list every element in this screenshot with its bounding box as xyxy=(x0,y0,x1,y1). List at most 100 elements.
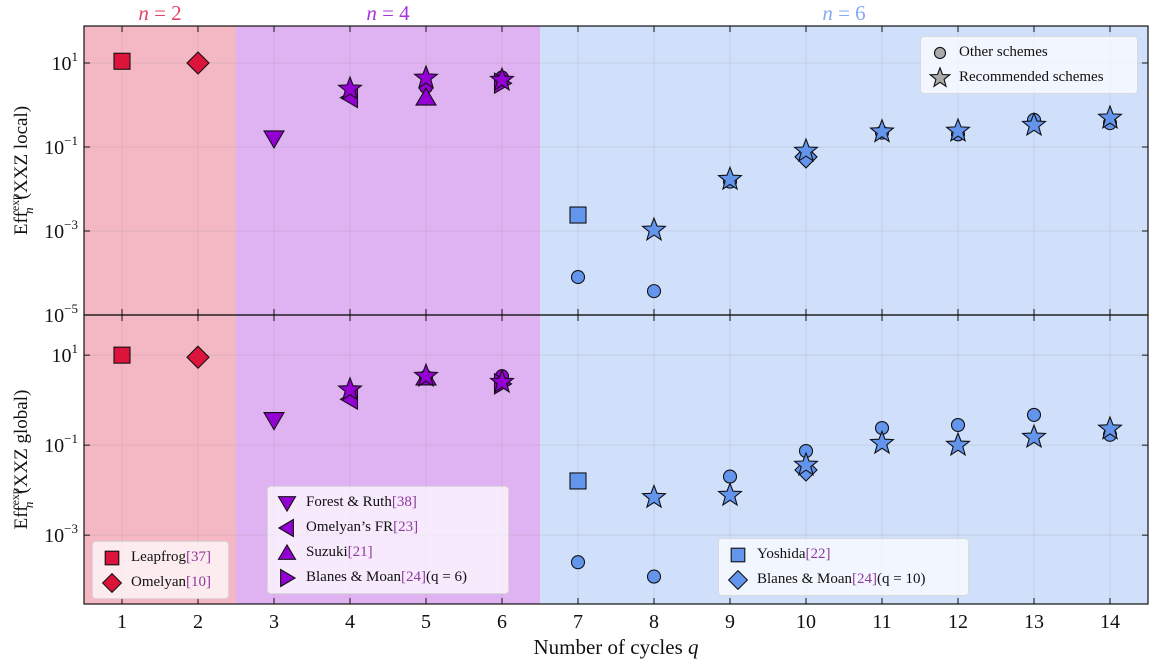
y-label-arg: (XXZ global) xyxy=(11,390,32,494)
legend-citation: [10] xyxy=(185,574,211,590)
legend-n4: Forest & Ruth [38] Omelyan’s FR [23] Suzuk… xyxy=(267,486,509,594)
series-recommended-schemes xyxy=(337,362,1123,509)
circle-icon xyxy=(933,46,947,59)
data-point xyxy=(945,431,971,457)
legend-entry: Yoshida [22] xyxy=(727,542,960,567)
legend-label: Blanes & Moan xyxy=(757,571,852,587)
series-other-schemes xyxy=(418,369,1118,584)
triangle-down-legend-marker xyxy=(277,495,297,512)
series-omelyan xyxy=(186,51,210,75)
y-tick-exp: −5 xyxy=(64,301,78,316)
legend-label: Omelyan’s FR xyxy=(306,519,394,535)
legend-entry: Suzuki [21] xyxy=(276,540,500,565)
data-point xyxy=(646,569,662,584)
legend-label: Yoshida xyxy=(757,546,806,562)
legend-entry: Leapfrog [37] xyxy=(101,545,220,570)
y-tick-base: 10 xyxy=(44,435,64,457)
x-tick-label: 4 xyxy=(345,611,355,633)
data-point xyxy=(337,376,363,401)
series-suzuki xyxy=(415,87,437,106)
region-label-eq: = 6 xyxy=(833,1,866,25)
series-recommended-schemes xyxy=(337,64,1123,242)
data-point xyxy=(869,118,895,143)
x-label-var: q xyxy=(688,635,699,659)
region-label-var: n xyxy=(822,1,833,25)
data-point xyxy=(186,51,210,75)
legend-entry: Blanes & Moan [24] (q = 10) xyxy=(727,567,960,592)
y-tick-exp: −1 xyxy=(64,133,78,148)
y-tick-base: 10 xyxy=(44,221,64,243)
data-point xyxy=(793,451,819,477)
legend-label: Blanes & Moan xyxy=(306,569,401,585)
region-label: n = 4 xyxy=(366,1,410,25)
legend-label: Forest & Ruth xyxy=(306,494,392,510)
data-point xyxy=(793,137,819,163)
y-tick-label: 10−1 xyxy=(44,133,78,159)
data-point xyxy=(570,555,586,570)
x-tick-label: 10 xyxy=(796,611,816,633)
y-tick-base: 10 xyxy=(44,137,64,159)
panel-frame xyxy=(83,314,1149,605)
series-yoshida xyxy=(569,206,587,224)
data-point xyxy=(945,117,971,142)
y-tick-exp: 1 xyxy=(72,49,79,64)
legend-label: Recommended schemes xyxy=(959,69,1104,85)
data-point xyxy=(489,368,515,394)
y-label-base: Eff xyxy=(11,505,32,530)
triangle-right-icon xyxy=(280,568,297,587)
data-point xyxy=(263,130,285,150)
data-point xyxy=(641,216,667,242)
y-tick-label: 10−3 xyxy=(44,217,78,243)
triangle-up-icon xyxy=(277,543,297,560)
series-forest-ruth xyxy=(263,412,285,431)
y-tick-exp: −3 xyxy=(64,521,78,536)
x-tick-label: 1 xyxy=(117,611,127,633)
x-tick-label: 5 xyxy=(421,611,431,633)
diamond-icon xyxy=(101,572,123,593)
data-point xyxy=(113,346,131,364)
y-tick-base: 10 xyxy=(52,345,72,367)
x-axis-label: Number of cycles q xyxy=(533,635,699,659)
y-tick-exp: −1 xyxy=(64,431,78,446)
data-point xyxy=(722,469,738,484)
legend-label: Other schemes xyxy=(959,44,1048,60)
legend-citation: [24] xyxy=(852,571,877,587)
data-point xyxy=(1097,415,1123,440)
y-label-sup: exp xyxy=(8,488,22,505)
data-point xyxy=(113,52,131,70)
x-tick-label: 2 xyxy=(193,611,203,633)
data-point xyxy=(717,481,743,507)
data-point xyxy=(570,270,586,285)
y-label-base: Eff xyxy=(11,210,32,235)
legend-suffix: (q = 10) xyxy=(877,571,926,587)
legend-entry: Blanes & Moan [24] (q = 6) xyxy=(276,565,500,590)
data-point xyxy=(1021,111,1047,137)
region-label-var: n xyxy=(366,1,377,25)
data-point xyxy=(415,87,437,106)
legend-citation: [21] xyxy=(347,544,373,560)
data-point xyxy=(1026,407,1042,422)
series-leapfrog xyxy=(113,52,131,70)
legend-citation: [23] xyxy=(393,519,419,535)
square-icon xyxy=(730,547,746,562)
legend-label: Leapfrog xyxy=(131,549,186,565)
star-legend-marker xyxy=(929,66,951,88)
x-tick-label: 6 xyxy=(497,611,507,633)
y-label-sup: exp xyxy=(8,194,22,211)
legend-label: Suzuki xyxy=(306,544,348,560)
data-point xyxy=(1021,423,1047,449)
y-tick-exp: −3 xyxy=(64,217,78,232)
x-tick-label: 3 xyxy=(269,611,279,633)
legend-citation: [22] xyxy=(805,546,831,562)
data-point xyxy=(646,284,662,299)
region-label: n = 6 xyxy=(822,1,865,25)
region-label: n = 2 xyxy=(138,1,181,25)
data-point xyxy=(569,206,587,224)
y-axis-label: Effexpn (XXZ local) xyxy=(8,106,36,235)
circle-legend-marker xyxy=(933,46,947,59)
diamond-legend-marker xyxy=(727,569,749,590)
data-point xyxy=(337,75,363,100)
region-label-eq: = 2 xyxy=(149,1,182,25)
legend-entry: Forest & Ruth [38] xyxy=(276,490,500,515)
